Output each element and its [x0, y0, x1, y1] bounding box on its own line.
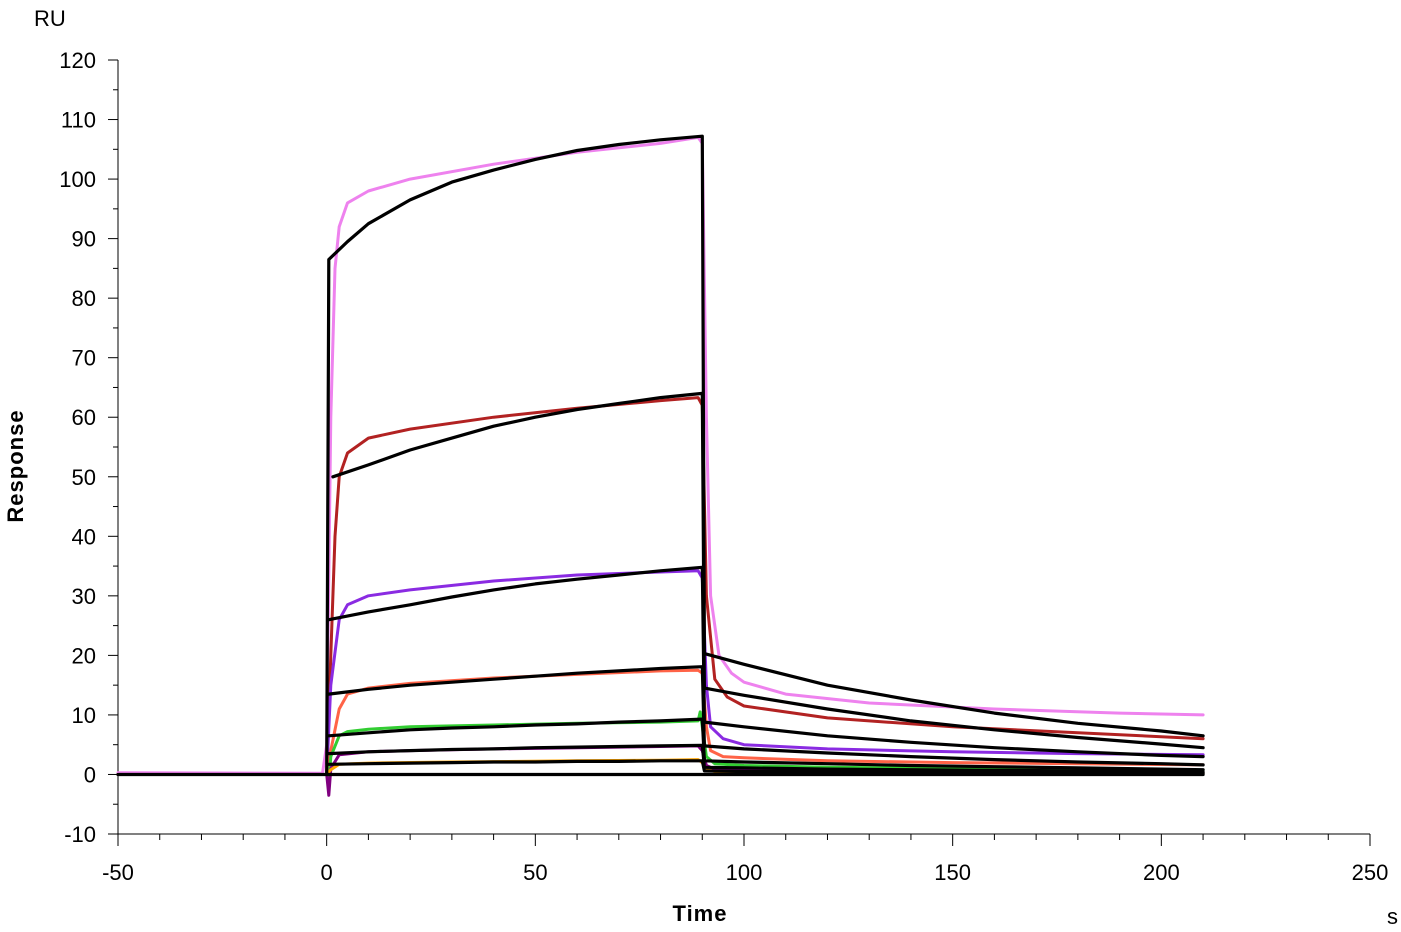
y-unit-label: RU: [34, 6, 66, 31]
y-tick-label: 50: [72, 465, 96, 490]
x-tick-label: -50: [102, 860, 134, 885]
fit-curve: [327, 717, 1205, 772]
measured-curve: [116, 135, 1205, 775]
series-layer: [116, 134, 1205, 797]
y-tick-label: 10: [72, 703, 96, 728]
fit-curve: [327, 759, 1205, 775]
fit-curve: [327, 565, 1205, 759]
y-tick-label: 40: [72, 524, 96, 549]
x-tick-label: 100: [726, 860, 763, 885]
y-tick-label: 70: [72, 346, 96, 371]
x-tick-label: 50: [523, 860, 547, 885]
y-axis-title: Response: [3, 409, 28, 523]
y-tick-label: 90: [72, 227, 96, 252]
y-tick-label: 0: [84, 762, 96, 787]
y-tick-label: 80: [72, 286, 96, 311]
measured-curve: [116, 396, 1205, 776]
y-tick-label: -10: [64, 822, 96, 847]
y-tick-label: 30: [72, 584, 96, 609]
x-tick-label: 150: [934, 860, 971, 885]
measured-curve: [116, 569, 1205, 776]
fit-curve: [331, 391, 1205, 750]
x-tick-label: 250: [1352, 860, 1389, 885]
fit-curve: [327, 743, 1205, 774]
y-tick-label: 60: [72, 405, 96, 430]
fit-curve: [327, 665, 1205, 767]
y-tick-label: 100: [59, 167, 96, 192]
y-tick-label: 20: [72, 643, 96, 668]
y-tick-label: 110: [61, 108, 96, 133]
x-tick-label: 200: [1143, 860, 1180, 885]
measured-curve: [116, 668, 1205, 776]
y-tick-label: 120: [59, 48, 96, 73]
x-axis-title: Time: [672, 901, 728, 926]
axes: -10 0 10 20 30 40 50 60 70 80 90 100 110 120 -50 0 50 100…: [59, 48, 1388, 885]
x-tick-label: 0: [321, 860, 333, 885]
fit-curve: [325, 134, 1205, 777]
x-unit-label: s: [1387, 904, 1398, 929]
